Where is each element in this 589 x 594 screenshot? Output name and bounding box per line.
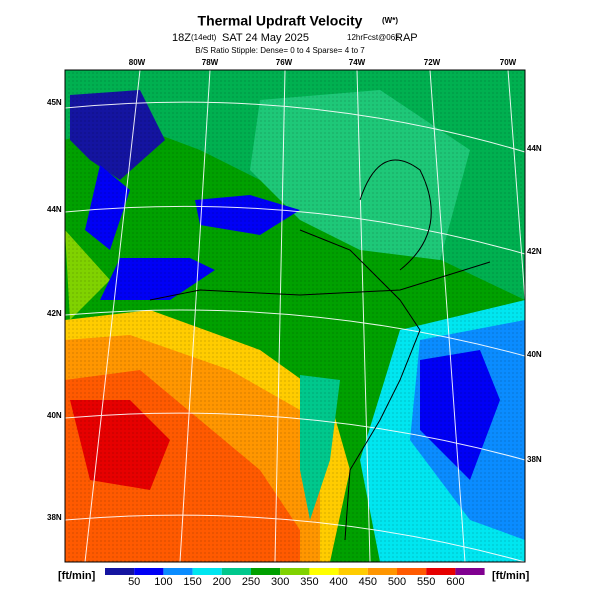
legend-swatch bbox=[455, 568, 485, 575]
legend-swatch bbox=[192, 568, 222, 575]
lon-label: 72W bbox=[424, 58, 441, 67]
run-time: 18Z bbox=[172, 32, 191, 44]
legend-unit: [ft/min] bbox=[58, 570, 96, 582]
lat-label: 38N bbox=[47, 513, 62, 522]
lon-label: 78W bbox=[202, 58, 219, 67]
legend-tick: 500 bbox=[388, 576, 406, 588]
legend-tick: 400 bbox=[329, 576, 347, 588]
forecast: 12hrFcst@06z bbox=[347, 33, 399, 42]
legend-unit: [ft/min] bbox=[492, 570, 530, 582]
legend-swatch bbox=[280, 568, 310, 575]
legend-swatch bbox=[367, 568, 397, 575]
map-field bbox=[65, 70, 525, 562]
map-frame bbox=[64, 69, 526, 563]
legend-tick: 200 bbox=[213, 576, 231, 588]
lat-label: 40N bbox=[527, 350, 542, 359]
lat-label: 44N bbox=[47, 205, 62, 214]
legend-tick: 450 bbox=[359, 576, 377, 588]
local-time: (14edt) bbox=[191, 33, 217, 42]
legend-tick: 350 bbox=[300, 576, 318, 588]
lat-label: 38N bbox=[527, 455, 542, 464]
legend-swatch bbox=[221, 568, 251, 575]
lat-label: 44N bbox=[527, 144, 542, 153]
legend-swatch bbox=[426, 568, 456, 575]
legend-tick: 100 bbox=[154, 576, 172, 588]
title: Thermal Updraft Velocity bbox=[198, 13, 363, 29]
legend-swatch bbox=[251, 568, 281, 575]
lon-label: 74W bbox=[349, 58, 366, 67]
lon-label: 70W bbox=[500, 58, 517, 67]
lon-label: 76W bbox=[276, 58, 293, 67]
legend-tick: 300 bbox=[271, 576, 289, 588]
legend-swatch bbox=[338, 568, 368, 575]
date: SAT 24 May 2025 bbox=[222, 32, 309, 44]
legend-swatch bbox=[309, 568, 339, 575]
title-unit: (W*) bbox=[382, 16, 398, 25]
stipple-note: B/S Ratio Stipple: Dense= 0 to 4 Sparse=… bbox=[195, 46, 365, 55]
lon-label: 80W bbox=[129, 58, 146, 67]
legend-swatch bbox=[134, 568, 164, 575]
legend-swatch bbox=[397, 568, 427, 575]
legend-tick: 150 bbox=[183, 576, 201, 588]
lat-label: 45N bbox=[47, 98, 62, 107]
legend-tick: 550 bbox=[417, 576, 435, 588]
legend-tick: 250 bbox=[242, 576, 260, 588]
legend-tick: 50 bbox=[128, 576, 140, 588]
legend-tick: 600 bbox=[446, 576, 464, 588]
legend-swatch bbox=[163, 568, 193, 575]
model: RAP bbox=[395, 32, 418, 44]
lat-label: 42N bbox=[527, 247, 542, 256]
lat-label: 40N bbox=[47, 411, 62, 420]
lat-label: 42N bbox=[47, 309, 62, 318]
legend-swatch bbox=[105, 568, 135, 575]
